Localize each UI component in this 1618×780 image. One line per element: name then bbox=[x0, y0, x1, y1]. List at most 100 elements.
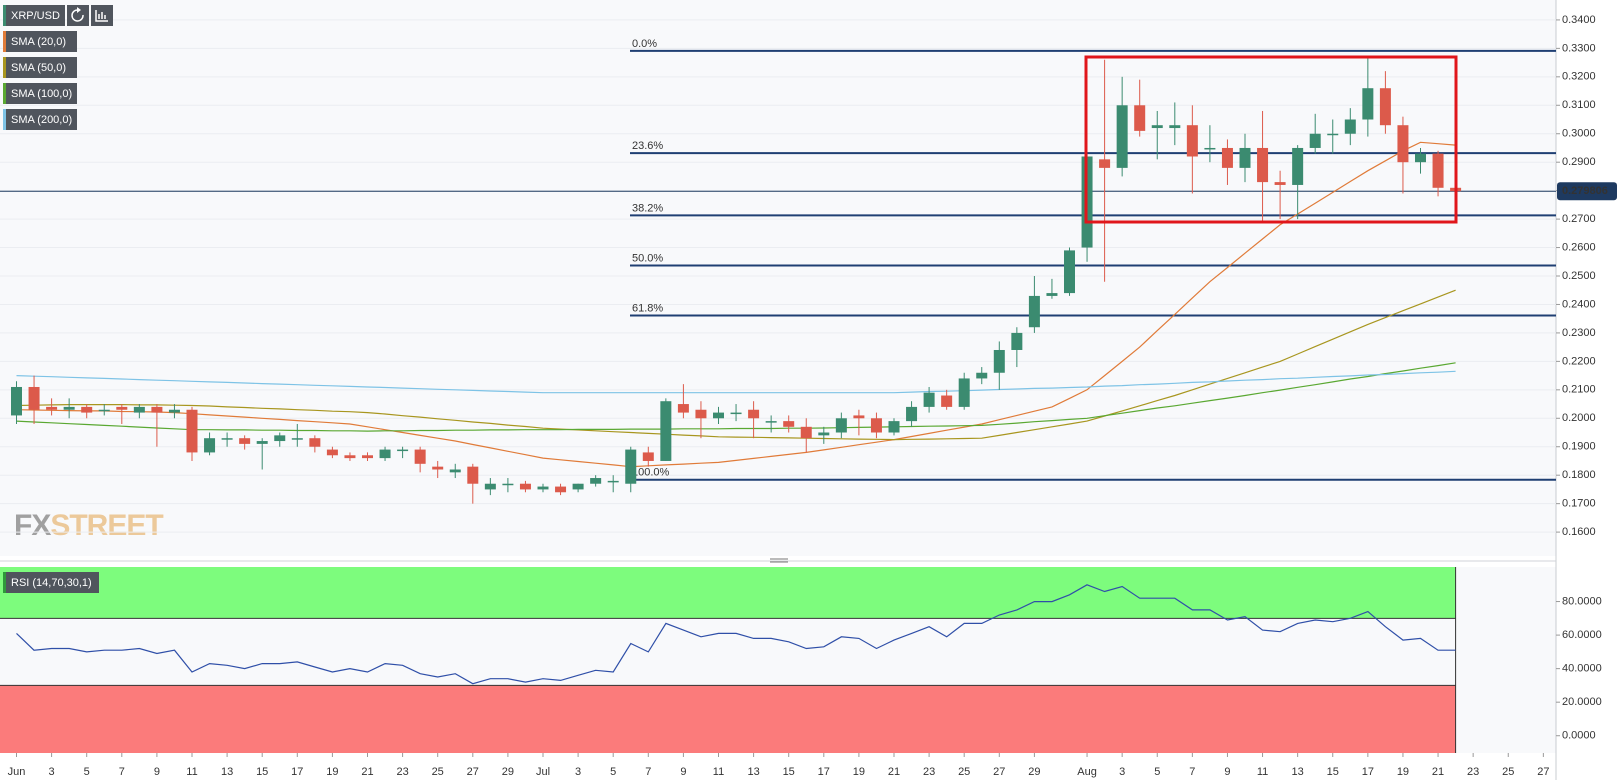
legend-box bbox=[3, 5, 65, 26]
legend-box bbox=[3, 31, 77, 52]
y-tick-label: 0.2100 bbox=[1562, 384, 1596, 396]
candle-body bbox=[291, 438, 303, 440]
x-tick-label: 15 bbox=[256, 766, 268, 778]
symbol-label: XRP/USD bbox=[11, 10, 60, 22]
candle-body bbox=[362, 455, 373, 459]
candle-body bbox=[1204, 147, 1216, 150]
candle-body bbox=[976, 372, 988, 379]
y-tick-label: 0.2400 bbox=[1562, 298, 1596, 310]
y-tick-label: 0.2600 bbox=[1562, 241, 1596, 253]
fib-label: 100.0% bbox=[632, 467, 670, 479]
candle-body bbox=[1397, 125, 1409, 163]
x-tick-label: 23 bbox=[1467, 766, 1479, 778]
legend-label: SMA (20,0) bbox=[11, 36, 66, 48]
symbol-legend[interactable]: XRP/USD bbox=[3, 5, 65, 26]
legend-label: SMA (200,0) bbox=[11, 114, 72, 126]
candle-body bbox=[1309, 133, 1321, 148]
x-tick-label: Jun bbox=[8, 766, 26, 778]
x-tick-label: Jul bbox=[536, 766, 550, 778]
candle-body bbox=[309, 438, 321, 447]
legend-item[interactable]: SMA (20,0) bbox=[3, 31, 77, 52]
candle-body bbox=[1415, 153, 1426, 163]
candle-body bbox=[432, 466, 444, 470]
candle-body bbox=[1028, 295, 1040, 328]
y-tick-label: 60.0000 bbox=[1562, 629, 1602, 641]
candle-body bbox=[11, 386, 22, 416]
legend-label: SMA (100,0) bbox=[11, 88, 72, 100]
x-tick-label: 27 bbox=[1537, 766, 1549, 778]
candle-body bbox=[748, 409, 760, 419]
candle-body bbox=[1221, 147, 1233, 168]
resize-handle[interactable] bbox=[770, 558, 788, 563]
x-tick-label: 23 bbox=[396, 766, 408, 778]
candle-body bbox=[888, 421, 900, 433]
y-tick-label: 0.1900 bbox=[1562, 441, 1596, 453]
y-tick-label: 0.3200 bbox=[1562, 71, 1596, 83]
y-tick-label: 0.2900 bbox=[1562, 156, 1596, 168]
x-tick-label: 25 bbox=[1502, 766, 1514, 778]
x-tick-label: 29 bbox=[1028, 766, 1040, 778]
candle-body bbox=[46, 406, 58, 410]
candle-body bbox=[660, 401, 672, 461]
x-tick-label: 15 bbox=[783, 766, 795, 778]
y-tick-label: 0.3400 bbox=[1562, 14, 1596, 26]
candle-body bbox=[1257, 147, 1269, 183]
candle-body bbox=[467, 466, 479, 484]
y-tick-label: 20.0000 bbox=[1562, 696, 1602, 708]
refresh-button[interactable] bbox=[67, 5, 89, 26]
x-tick-label: 7 bbox=[119, 766, 125, 778]
candle-body bbox=[116, 406, 128, 410]
fib-label: 23.6% bbox=[632, 140, 663, 152]
watermark-part: STREET bbox=[50, 509, 163, 542]
candle-body bbox=[572, 483, 584, 490]
legend-stripe bbox=[3, 5, 6, 26]
candle-body bbox=[239, 438, 251, 444]
fib-label: 50.0% bbox=[632, 252, 663, 264]
refresh-icon bbox=[71, 9, 84, 22]
candle-body bbox=[1362, 88, 1374, 120]
candle-body bbox=[853, 415, 865, 419]
x-tick-label: 27 bbox=[467, 766, 479, 778]
x-tick-label: 19 bbox=[853, 766, 865, 778]
candle-body bbox=[870, 418, 882, 433]
legend-item[interactable]: RSI (14,70,30,1) bbox=[3, 572, 99, 593]
candle-body bbox=[695, 409, 707, 419]
candle-body bbox=[1099, 159, 1111, 168]
highlight-box bbox=[1084, 55, 1458, 224]
legend-stripe bbox=[3, 57, 6, 78]
candle-body bbox=[555, 486, 567, 493]
watermark-part: FX bbox=[14, 509, 51, 542]
candle-body bbox=[63, 406, 75, 410]
settings-button[interactable] bbox=[91, 5, 113, 26]
y-tick-label: 0.2700 bbox=[1562, 213, 1596, 225]
candle-body bbox=[28, 386, 40, 410]
candle-body bbox=[1046, 293, 1058, 296]
y-tick-label: 0.1800 bbox=[1562, 469, 1596, 481]
x-tick-label: 21 bbox=[361, 766, 373, 778]
legend-item[interactable]: SMA (50,0) bbox=[3, 57, 77, 78]
x-tick-label: 5 bbox=[610, 766, 616, 778]
y-tick-label: 0.2500 bbox=[1562, 270, 1596, 282]
y-tick-label: 0.2200 bbox=[1562, 355, 1596, 367]
legend-item[interactable]: SMA (100,0) bbox=[3, 83, 77, 104]
legend-box bbox=[3, 572, 99, 593]
fib-label: 0.0% bbox=[632, 38, 657, 50]
candle-body bbox=[1379, 88, 1391, 126]
x-tick-label: 21 bbox=[1432, 766, 1444, 778]
y-tick-label: 0.0000 bbox=[1562, 730, 1596, 742]
candle-body bbox=[1064, 250, 1075, 294]
overbought-zone bbox=[0, 567, 1456, 619]
x-tick-label: 13 bbox=[747, 766, 759, 778]
legend-item[interactable]: SMA (200,0) bbox=[3, 109, 77, 130]
x-tick-label: 27 bbox=[993, 766, 1005, 778]
x-tick-label: 3 bbox=[1119, 766, 1125, 778]
candle-body bbox=[1169, 125, 1181, 129]
candle-body bbox=[590, 478, 602, 484]
x-tick-label: 11 bbox=[1257, 766, 1268, 778]
candle-body bbox=[1116, 105, 1128, 168]
candle-body bbox=[168, 409, 180, 413]
legend-box bbox=[3, 57, 77, 78]
x-tick-label: 3 bbox=[49, 766, 55, 778]
y-tick-label: 0.2300 bbox=[1562, 327, 1596, 339]
